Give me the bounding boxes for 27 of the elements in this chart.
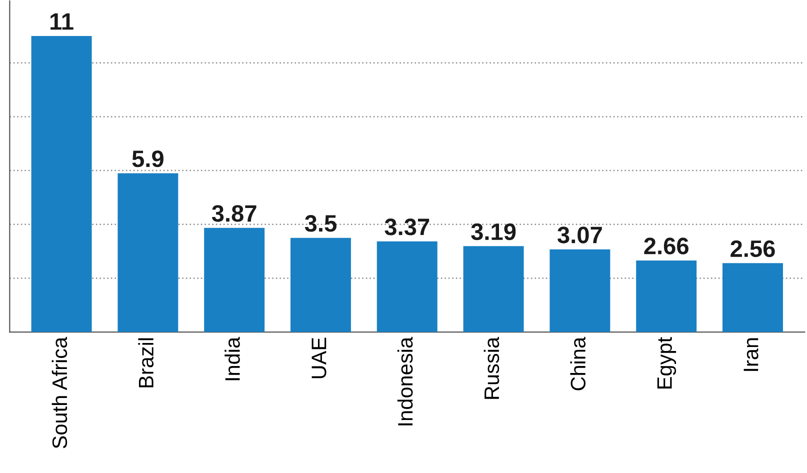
- bar: [118, 173, 178, 332]
- data-label: 3.19: [471, 223, 516, 240]
- data-label: 5.9: [132, 150, 164, 168]
- data-label: 3.87: [212, 205, 256, 222]
- data-label: 3.37: [384, 218, 430, 236]
- bar: [376, 241, 438, 332]
- bar: [463, 246, 524, 332]
- bar: [290, 238, 351, 332]
- data-label: 2.56: [730, 240, 775, 258]
- data-label: 11: [50, 13, 74, 30]
- data-label: 2.66: [644, 238, 688, 254]
- x-tick-label: Brazil: [138, 338, 154, 388]
- data-label: 3.07: [558, 226, 602, 244]
- data-label: 3.5: [304, 215, 336, 232]
- x-tick-label: India: [224, 336, 240, 380]
- x-tick-label: South Africa: [52, 336, 68, 448]
- x-tick-label: China: [570, 336, 586, 390]
- x-tick-label: UAE: [312, 338, 326, 378]
- bar: [204, 228, 265, 332]
- bar: [636, 260, 697, 332]
- bar: [550, 249, 610, 332]
- x-tick-label: Egypt: [657, 337, 676, 388]
- x-tick-label: Russia: [484, 336, 500, 399]
- x-tick-label: Iran: [744, 338, 758, 371]
- bar: [722, 263, 783, 332]
- bar: [31, 36, 92, 332]
- x-tick-label: Indonesia: [397, 336, 413, 426]
